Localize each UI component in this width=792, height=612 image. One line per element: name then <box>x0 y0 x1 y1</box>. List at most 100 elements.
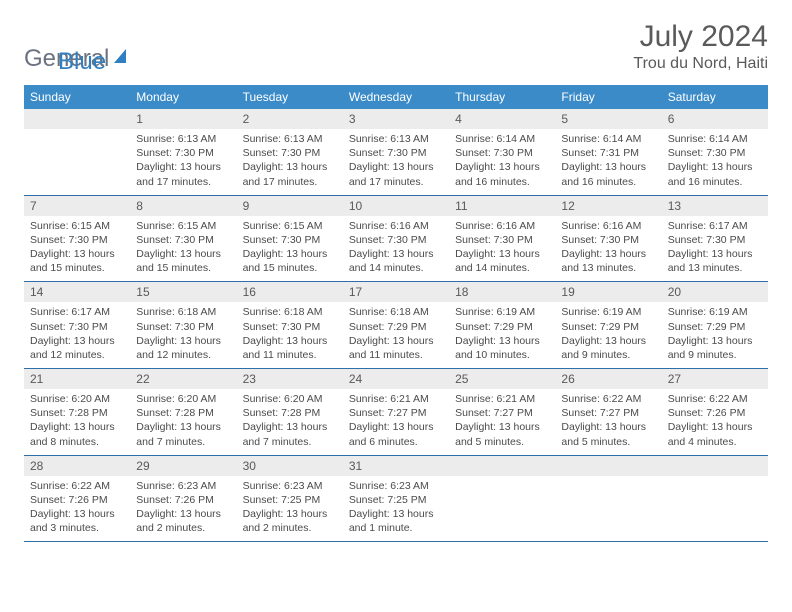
day-number: 24 <box>343 369 449 389</box>
sunset-text: Sunset: 7:30 PM <box>349 146 443 160</box>
daylight-text: Daylight: 13 hours and 17 minutes. <box>243 160 337 188</box>
sunrise-text: Sunrise: 6:13 AM <box>349 132 443 146</box>
day-number: 22 <box>130 369 236 389</box>
day-number: 27 <box>662 369 768 389</box>
calendar-day-cell: 28Sunrise: 6:22 AMSunset: 7:26 PMDayligh… <box>24 455 130 542</box>
sunrise-text: Sunrise: 6:23 AM <box>243 479 337 493</box>
sunrise-text: Sunrise: 6:20 AM <box>136 392 230 406</box>
sunset-text: Sunset: 7:30 PM <box>455 146 549 160</box>
daylight-text: Daylight: 13 hours and 15 minutes. <box>30 247 124 275</box>
calendar-week-row: 21Sunrise: 6:20 AMSunset: 7:28 PMDayligh… <box>24 369 768 456</box>
sunrise-text: Sunrise: 6:23 AM <box>136 479 230 493</box>
daylight-text: Daylight: 13 hours and 16 minutes. <box>668 160 762 188</box>
sunset-text: Sunset: 7:26 PM <box>668 406 762 420</box>
sunrise-text: Sunrise: 6:16 AM <box>349 219 443 233</box>
sunrise-text: Sunrise: 6:19 AM <box>668 305 762 319</box>
day-number: 6 <box>662 109 768 129</box>
sunset-text: Sunset: 7:30 PM <box>455 233 549 247</box>
day-details: Sunrise: 6:17 AMSunset: 7:30 PMDaylight:… <box>662 216 768 282</box>
sunset-text: Sunset: 7:27 PM <box>349 406 443 420</box>
daylight-text: Daylight: 13 hours and 13 minutes. <box>668 247 762 275</box>
logo-sail-icon <box>113 48 131 71</box>
day-number: 7 <box>24 196 130 216</box>
calendar-day-cell: 31Sunrise: 6:23 AMSunset: 7:25 PMDayligh… <box>343 455 449 542</box>
calendar-day-cell: 9Sunrise: 6:15 AMSunset: 7:30 PMDaylight… <box>237 195 343 282</box>
daylight-text: Daylight: 13 hours and 3 minutes. <box>30 507 124 535</box>
sunrise-text: Sunrise: 6:19 AM <box>455 305 549 319</box>
weekday-header: Tuesday <box>237 85 343 109</box>
sunset-text: Sunset: 7:29 PM <box>668 320 762 334</box>
calendar-day-cell: 12Sunrise: 6:16 AMSunset: 7:30 PMDayligh… <box>555 195 661 282</box>
weekday-header: Sunday <box>24 85 130 109</box>
calendar-week-row: 7Sunrise: 6:15 AMSunset: 7:30 PMDaylight… <box>24 195 768 282</box>
daylight-text: Daylight: 13 hours and 17 minutes. <box>349 160 443 188</box>
day-details: Sunrise: 6:19 AMSunset: 7:29 PMDaylight:… <box>662 302 768 368</box>
calendar-day-cell: 5Sunrise: 6:14 AMSunset: 7:31 PMDaylight… <box>555 109 661 195</box>
weekday-header-row: Sunday Monday Tuesday Wednesday Thursday… <box>24 85 768 109</box>
daylight-text: Daylight: 13 hours and 11 minutes. <box>243 334 337 362</box>
day-number: 11 <box>449 196 555 216</box>
day-number: 12 <box>555 196 661 216</box>
sunrise-text: Sunrise: 6:14 AM <box>455 132 549 146</box>
sunset-text: Sunset: 7:29 PM <box>349 320 443 334</box>
day-details: Sunrise: 6:18 AMSunset: 7:30 PMDaylight:… <box>130 302 236 368</box>
daylight-text: Daylight: 13 hours and 11 minutes. <box>349 334 443 362</box>
day-number: 14 <box>24 282 130 302</box>
day-number: 31 <box>343 456 449 476</box>
day-number: 19 <box>555 282 661 302</box>
day-number: 9 <box>237 196 343 216</box>
daylight-text: Daylight: 13 hours and 1 minute. <box>349 507 443 535</box>
sunset-text: Sunset: 7:30 PM <box>349 233 443 247</box>
calendar-day-cell: 8Sunrise: 6:15 AMSunset: 7:30 PMDaylight… <box>130 195 236 282</box>
day-details: Sunrise: 6:15 AMSunset: 7:30 PMDaylight:… <box>24 216 130 282</box>
day-number: 15 <box>130 282 236 302</box>
calendar-day-cell: 17Sunrise: 6:18 AMSunset: 7:29 PMDayligh… <box>343 282 449 369</box>
day-details: Sunrise: 6:18 AMSunset: 7:30 PMDaylight:… <box>237 302 343 368</box>
day-number: 29 <box>130 456 236 476</box>
calendar-day-cell <box>662 455 768 542</box>
day-details: Sunrise: 6:13 AMSunset: 7:30 PMDaylight:… <box>130 129 236 195</box>
daylight-text: Daylight: 13 hours and 5 minutes. <box>455 420 549 448</box>
calendar-day-cell: 3Sunrise: 6:13 AMSunset: 7:30 PMDaylight… <box>343 109 449 195</box>
calendar-day-cell: 4Sunrise: 6:14 AMSunset: 7:30 PMDaylight… <box>449 109 555 195</box>
sunrise-text: Sunrise: 6:16 AM <box>455 219 549 233</box>
day-details: Sunrise: 6:19 AMSunset: 7:29 PMDaylight:… <box>555 302 661 368</box>
calendar-day-cell: 15Sunrise: 6:18 AMSunset: 7:30 PMDayligh… <box>130 282 236 369</box>
daylight-text: Daylight: 13 hours and 16 minutes. <box>455 160 549 188</box>
day-details: Sunrise: 6:23 AMSunset: 7:26 PMDaylight:… <box>130 476 236 542</box>
sunrise-text: Sunrise: 6:22 AM <box>561 392 655 406</box>
day-number: 26 <box>555 369 661 389</box>
day-number: 10 <box>343 196 449 216</box>
calendar-day-cell: 2Sunrise: 6:13 AMSunset: 7:30 PMDaylight… <box>237 109 343 195</box>
day-details: Sunrise: 6:14 AMSunset: 7:31 PMDaylight:… <box>555 129 661 195</box>
day-details: Sunrise: 6:21 AMSunset: 7:27 PMDaylight:… <box>449 389 555 455</box>
sunrise-text: Sunrise: 6:17 AM <box>668 219 762 233</box>
day-number: 17 <box>343 282 449 302</box>
sunset-text: Sunset: 7:30 PM <box>243 146 337 160</box>
sunset-text: Sunset: 7:29 PM <box>561 320 655 334</box>
sunset-text: Sunset: 7:28 PM <box>243 406 337 420</box>
page-header: General July 2024 Trou du Nord, Haiti <box>24 20 768 73</box>
day-details: Sunrise: 6:21 AMSunset: 7:27 PMDaylight:… <box>343 389 449 455</box>
sunset-text: Sunset: 7:30 PM <box>668 146 762 160</box>
day-details <box>24 129 130 185</box>
day-details: Sunrise: 6:13 AMSunset: 7:30 PMDaylight:… <box>237 129 343 195</box>
calendar-day-cell: 22Sunrise: 6:20 AMSunset: 7:28 PMDayligh… <box>130 369 236 456</box>
sunset-text: Sunset: 7:30 PM <box>561 233 655 247</box>
sunset-text: Sunset: 7:26 PM <box>136 493 230 507</box>
day-details: Sunrise: 6:13 AMSunset: 7:30 PMDaylight:… <box>343 129 449 195</box>
sunrise-text: Sunrise: 6:15 AM <box>136 219 230 233</box>
day-details: Sunrise: 6:17 AMSunset: 7:30 PMDaylight:… <box>24 302 130 368</box>
calendar-day-cell: 24Sunrise: 6:21 AMSunset: 7:27 PMDayligh… <box>343 369 449 456</box>
sunset-text: Sunset: 7:29 PM <box>455 320 549 334</box>
day-details: Sunrise: 6:16 AMSunset: 7:30 PMDaylight:… <box>555 216 661 282</box>
sunrise-text: Sunrise: 6:21 AM <box>455 392 549 406</box>
daylight-text: Daylight: 13 hours and 8 minutes. <box>30 420 124 448</box>
sunrise-text: Sunrise: 6:21 AM <box>349 392 443 406</box>
daylight-text: Daylight: 13 hours and 16 minutes. <box>561 160 655 188</box>
calendar-day-cell: 11Sunrise: 6:16 AMSunset: 7:30 PMDayligh… <box>449 195 555 282</box>
day-details: Sunrise: 6:14 AMSunset: 7:30 PMDaylight:… <box>449 129 555 195</box>
day-details <box>555 476 661 532</box>
sunset-text: Sunset: 7:31 PM <box>561 146 655 160</box>
sunset-text: Sunset: 7:27 PM <box>455 406 549 420</box>
